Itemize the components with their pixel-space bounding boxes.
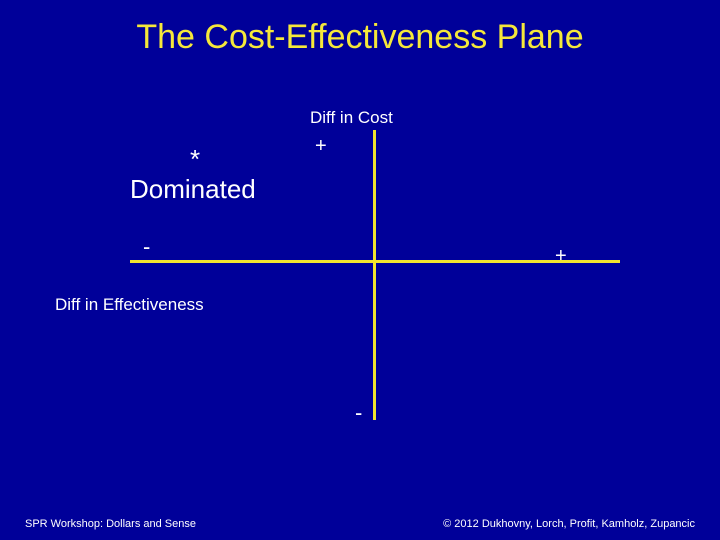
- y-axis-minus: -: [355, 400, 362, 426]
- x-axis-minus: -: [143, 234, 150, 260]
- y-axis: [373, 130, 376, 420]
- y-axis-label: Diff in Cost: [310, 108, 393, 128]
- y-axis-plus: +: [315, 135, 327, 158]
- dominated-star: *: [190, 144, 200, 175]
- x-axis-label: Diff in Effectiveness: [55, 295, 204, 315]
- footer-right: © 2012 Dukhovny, Lorch, Profit, Kamholz,…: [443, 518, 695, 530]
- footer-left: SPR Workshop: Dollars and Sense: [25, 518, 196, 530]
- slide-title: The Cost-Effectiveness Plane: [0, 18, 720, 57]
- x-axis-plus: +: [555, 245, 567, 268]
- dominated-label: Dominated: [130, 174, 256, 205]
